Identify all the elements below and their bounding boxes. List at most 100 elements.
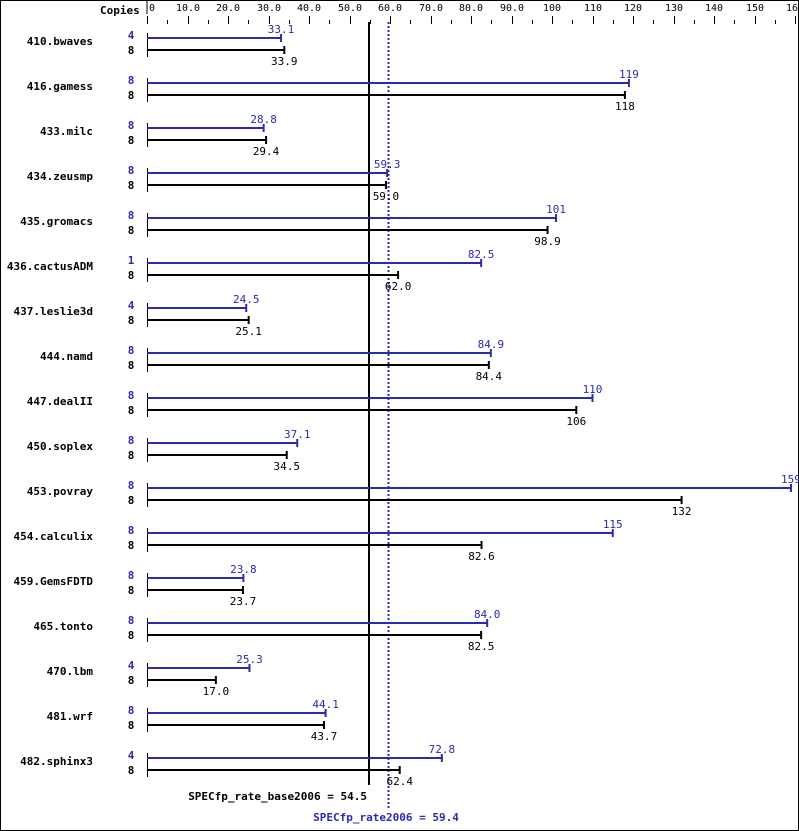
benchmark-row: 481.wrf 8 8 44.1 43.7 xyxy=(47,698,339,743)
base-copies: 8 xyxy=(128,764,135,777)
base-copies: 8 xyxy=(128,719,135,732)
x-tick-label: 110 xyxy=(584,3,602,14)
x-tick-label: 100 xyxy=(543,3,561,14)
base-copies: 8 xyxy=(128,494,135,507)
benchmark-label: 434.zeusmp xyxy=(27,170,94,183)
copies-header: Copies xyxy=(100,4,140,17)
x-tick-label: 50.0 xyxy=(338,3,362,14)
benchmark-label: 470.lbm xyxy=(47,665,94,678)
benchmark-label: 450.soplex xyxy=(27,440,94,453)
reference-lines xyxy=(368,22,390,808)
base-value-label: 34.5 xyxy=(273,460,300,473)
base-copies: 8 xyxy=(128,269,135,282)
benchmark-label: 444.namd xyxy=(40,350,93,363)
base-value-label: 29.4 xyxy=(253,145,280,158)
base-copies: 8 xyxy=(128,44,135,57)
benchmark-row: 459.GemsFDTD 8 8 23.8 23.7 xyxy=(14,563,257,608)
peak-value-label: 23.8 xyxy=(230,563,257,576)
base-value-label: 62.4 xyxy=(386,775,413,788)
base-value-label: 62.0 xyxy=(385,280,412,293)
base-copies: 8 xyxy=(128,629,135,642)
peak-value-label: 159 xyxy=(781,473,799,486)
peak-copies: 8 xyxy=(128,704,135,717)
base-copies: 8 xyxy=(128,224,135,237)
peak-copies: 8 xyxy=(128,119,135,132)
x-tick-label: 150 xyxy=(746,3,764,14)
x-tick-label: 40.0 xyxy=(297,3,321,14)
base-copies: 8 xyxy=(128,584,135,597)
benchmark-label: 482.sphinx3 xyxy=(20,755,93,768)
benchmark-row: 470.lbm 4 8 25.3 17.0 xyxy=(47,653,263,698)
peak-copies: 4 xyxy=(128,749,135,762)
peak-copies: 8 xyxy=(128,344,135,357)
benchmark-label: 410.bwaves xyxy=(27,35,93,48)
base-value-label: 43.7 xyxy=(311,730,338,743)
base-value-label: 82.6 xyxy=(468,550,495,563)
benchmark-label: 436.cactusADM xyxy=(7,260,93,273)
x-tick-label: 80.0 xyxy=(459,3,483,14)
peak-value-label: 59.3 xyxy=(374,158,401,171)
benchmark-label: 465.tonto xyxy=(33,620,93,633)
benchmark-label: 416.gamess xyxy=(27,80,93,93)
peak-value-label: 33.1 xyxy=(268,23,295,36)
peak-value-label: 115 xyxy=(603,518,623,531)
peak-value-label: 84.0 xyxy=(474,608,501,621)
x-tick-label: 160 xyxy=(786,3,799,14)
benchmark-label: 433.milc xyxy=(40,125,93,138)
benchmark-row: 453.povray 8 8 159 132 xyxy=(27,473,799,518)
benchmark-row: 465.tonto 8 8 84.0 82.5 xyxy=(33,608,500,653)
benchmark-row: 454.calculix 8 8 115 82.6 xyxy=(14,518,623,563)
peak-copies: 4 xyxy=(128,299,135,312)
base-value-label: 33.9 xyxy=(271,55,298,68)
x-tick-label: 60.0 xyxy=(378,3,402,14)
base-copies: 8 xyxy=(128,134,135,147)
benchmark-row: 444.namd 8 8 84.9 84.4 xyxy=(40,338,504,383)
x-tick-label: 10.0 xyxy=(176,3,200,14)
base-value-label: 106 xyxy=(566,415,586,428)
benchmark-label: 481.wrf xyxy=(47,710,93,723)
benchmark-label: 459.GemsFDTD xyxy=(14,575,94,588)
base-summary-label: SPECfp_rate_base2006 = 54.5 xyxy=(188,790,367,803)
base-value-label: 25.1 xyxy=(235,325,262,338)
peak-value-label: 84.9 xyxy=(478,338,505,351)
base-value-label: 118 xyxy=(615,100,635,113)
benchmark-row: 436.cactusADM 1 8 82.5 62.0 xyxy=(7,248,494,293)
peak-value-label: 28.8 xyxy=(250,113,277,126)
base-value-label: 98.9 xyxy=(534,235,561,248)
summary-labels: SPECfp_rate_base2006 = 54.5 SPECfp_rate20… xyxy=(188,790,459,824)
peak-copies: 8 xyxy=(128,479,135,492)
benchmark-label: 454.calculix xyxy=(14,530,94,543)
peak-copies: 8 xyxy=(128,74,135,87)
peak-value-label: 101 xyxy=(546,203,566,216)
x-tick-label: 90.0 xyxy=(500,3,524,14)
peak-summary-label: SPECfp_rate2006 = 59.4 xyxy=(313,811,459,824)
x-axis: 0 10.0 20.0 30.0 40.0 50.0 60.0 70.0 80.0 90.0 100… xyxy=(146,0,799,24)
benchmark-row: 437.leslie3d 4 8 24.5 25.1 xyxy=(14,293,262,338)
peak-value-label: 24.5 xyxy=(233,293,260,306)
peak-copies: 4 xyxy=(128,659,135,672)
x-tick-label: 70.0 xyxy=(419,3,443,14)
peak-value-label: 44.1 xyxy=(312,698,339,711)
base-value-label: 59.0 xyxy=(373,190,400,203)
x-tick-label: 140 xyxy=(705,3,723,14)
peak-copies: 4 xyxy=(128,29,135,42)
benchmark-row: 435.gromacs 8 8 101 98.9 xyxy=(20,203,566,248)
x-tick-label: 20.0 xyxy=(216,3,240,14)
benchmark-row: 434.zeusmp 8 8 59.3 59.0 xyxy=(27,158,401,203)
base-value-label: 82.5 xyxy=(468,640,495,653)
x-tick-label: 130 xyxy=(665,3,683,14)
peak-value-label: 25.3 xyxy=(236,653,263,666)
base-copies: 8 xyxy=(128,539,135,552)
peak-copies: 8 xyxy=(128,524,135,537)
base-copies: 8 xyxy=(128,179,135,192)
benchmark-row: 482.sphinx3 4 8 72.8 62.4 xyxy=(20,743,455,788)
benchmark-row: 447.dealII 8 8 110 106 xyxy=(27,383,603,428)
peak-copies: 8 xyxy=(128,389,135,402)
peak-copies: 8 xyxy=(128,164,135,177)
benchmark-label: 447.dealII xyxy=(27,395,93,408)
peak-copies: 8 xyxy=(128,614,135,627)
benchmark-label: 437.leslie3d xyxy=(14,305,93,318)
